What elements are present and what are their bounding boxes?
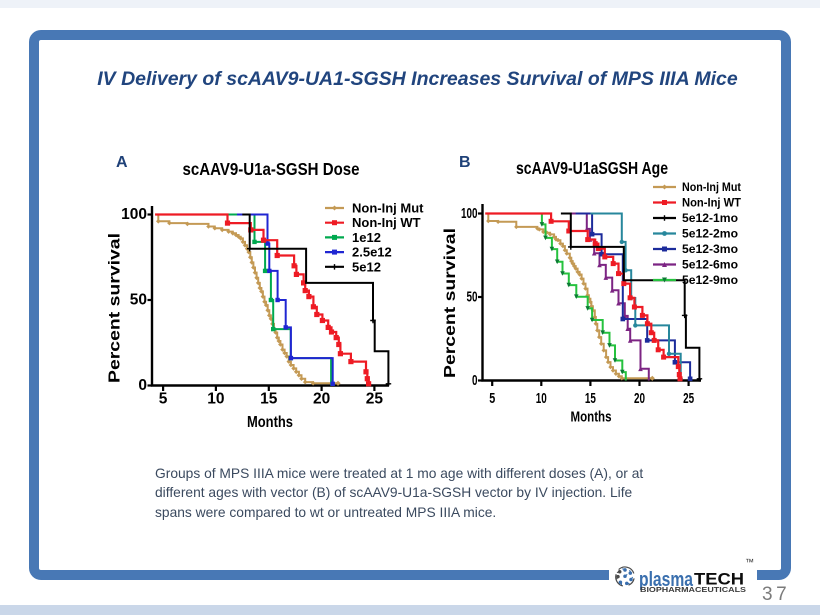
svg-text:A: A <box>116 154 128 171</box>
svg-text:Non-Inj WT: Non-Inj WT <box>352 215 421 230</box>
svg-text:0: 0 <box>472 372 478 389</box>
svg-text:20: 20 <box>634 390 645 407</box>
svg-text:100: 100 <box>121 206 147 223</box>
svg-text:15: 15 <box>260 391 278 408</box>
svg-text:20: 20 <box>313 391 330 408</box>
svg-text:5e12-1mo: 5e12-1mo <box>682 211 738 225</box>
svg-text:25: 25 <box>366 391 384 408</box>
svg-text:scAAV9-U1aSGSH Age: scAAV9-U1aSGSH Age <box>516 158 668 178</box>
svg-text:100: 100 <box>461 205 478 222</box>
svg-text:5e12-2mo: 5e12-2mo <box>682 227 738 241</box>
svg-text:Months: Months <box>571 410 612 426</box>
svg-text:5: 5 <box>489 390 495 407</box>
svg-text:Non-Inj Mut: Non-Inj Mut <box>352 201 424 216</box>
svg-text:plasma: plasma <box>639 569 694 591</box>
svg-text:2.5e12: 2.5e12 <box>352 245 392 260</box>
svg-text:15: 15 <box>585 390 596 407</box>
svg-text:5e12: 5e12 <box>352 259 381 274</box>
svg-text:0: 0 <box>138 377 147 394</box>
svg-text:10: 10 <box>207 391 224 408</box>
svg-text:TECH: TECH <box>694 570 744 589</box>
svg-text:Months: Months <box>247 414 293 431</box>
svg-text:5e12-3mo: 5e12-3mo <box>682 242 738 256</box>
svg-text:5e12-9mo: 5e12-9mo <box>682 273 738 287</box>
svg-text:Percent survival: Percent survival <box>442 228 459 378</box>
svg-text:50: 50 <box>130 292 147 309</box>
svg-text:scAAV9-U1a-SGSH Dose: scAAV9-U1a-SGSH Dose <box>183 159 360 179</box>
svg-text:10: 10 <box>536 390 547 407</box>
svg-text:™: ™ <box>745 557 754 567</box>
svg-text:Non-Inj Mut: Non-Inj Mut <box>682 180 741 194</box>
svg-text:5: 5 <box>159 391 168 408</box>
svg-text:Percent survival: Percent survival <box>107 233 124 383</box>
svg-text:Non-Inj WT: Non-Inj WT <box>682 196 742 210</box>
svg-text:1e12: 1e12 <box>352 230 381 245</box>
svg-text:25: 25 <box>683 390 694 407</box>
svg-text:B: B <box>459 154 471 171</box>
svg-text:5e12-6mo: 5e12-6mo <box>682 258 738 272</box>
svg-text:50: 50 <box>467 289 478 306</box>
svg-text:BIOPHARMACEUTICALS: BIOPHARMACEUTICALS <box>640 585 746 594</box>
